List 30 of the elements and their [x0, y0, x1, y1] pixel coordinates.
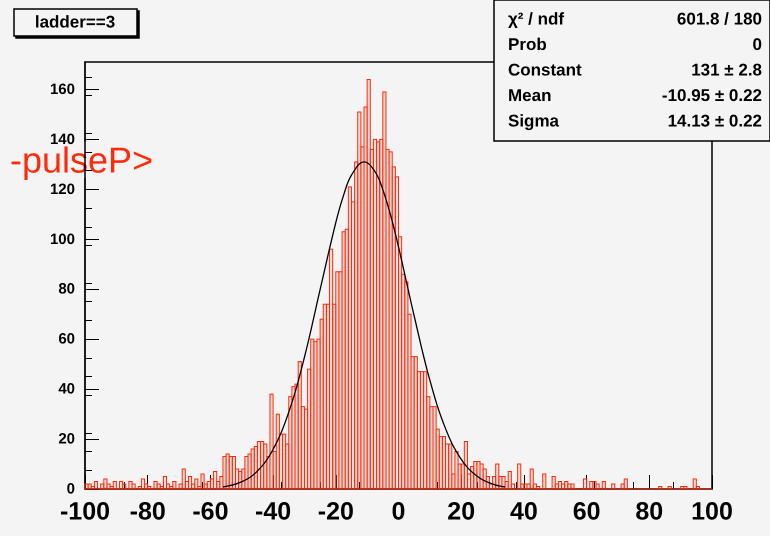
text: 601.8 / 180: [676, 10, 762, 28]
x-tick-label: 60: [572, 498, 601, 526]
x-tick-label: -20: [318, 498, 354, 526]
annotation: Constant: [508, 60, 582, 80]
annotation: 131 ± 2.8: [691, 60, 762, 80]
y-tick-label: 160: [50, 80, 75, 98]
text: χ² / ndf: [508, 10, 564, 28]
y-tick-label: 40: [58, 380, 75, 398]
x-tick-label: 0: [392, 498, 406, 526]
annotation: -10.95 ± 0.22: [662, 86, 762, 105]
x-tick-label: -40: [255, 498, 292, 526]
y-tick-label: 120: [50, 180, 75, 198]
x-tick-label: 20: [447, 498, 476, 526]
x-tick-label: -100: [60, 498, 110, 526]
x-tick-label: -80: [130, 498, 166, 526]
annotation: Mean: [508, 86, 552, 105]
y-tick-label: 80: [58, 280, 75, 298]
text: Prob: [508, 35, 547, 54]
annotation: 14.13 ± 0.22: [668, 112, 762, 130]
chart-title: ladder==3: [34, 12, 116, 32]
y-tick-label: 0: [66, 480, 75, 498]
y-tick-label: 60: [58, 330, 75, 348]
x-tick-label: 80: [635, 498, 664, 526]
x-tick-label: 100: [691, 498, 733, 526]
text: 0: [752, 35, 762, 54]
y-tick-label: 100: [50, 230, 75, 248]
annotation: Sigma: [508, 112, 560, 130]
x-tick-label: 40: [510, 498, 538, 526]
x-tick-label: -60: [192, 498, 228, 526]
y-tick-label: 20: [58, 430, 75, 448]
